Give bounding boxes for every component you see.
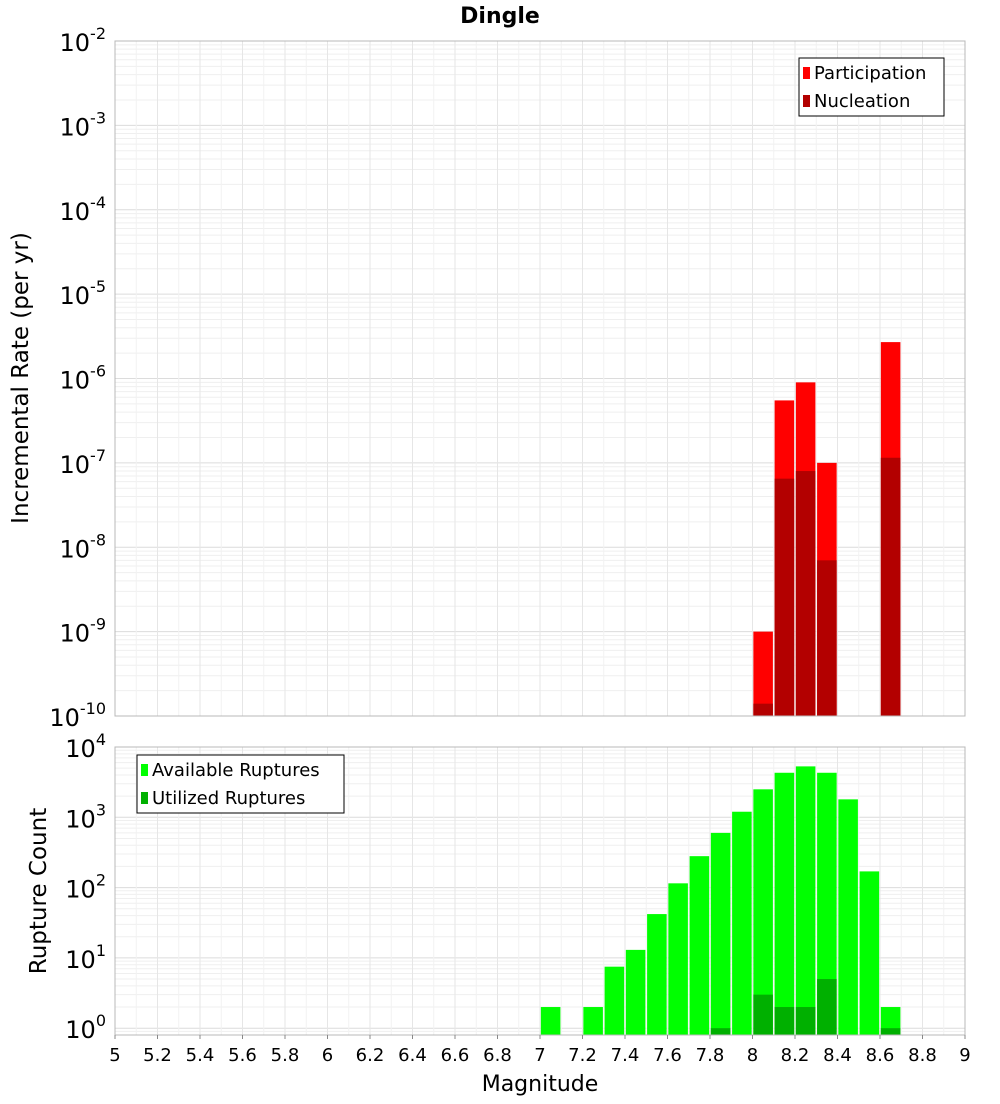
legend-box bbox=[136, 754, 345, 814]
bar-secondary bbox=[774, 1007, 795, 1035]
y-tick-label: 10-4 bbox=[60, 193, 107, 226]
x-tick-label: 6.2 bbox=[356, 1045, 385, 1066]
bar-primary bbox=[689, 856, 710, 1035]
y-axis-label: Rupture Count bbox=[26, 808, 52, 974]
y-tick-label: 10-3 bbox=[60, 108, 107, 141]
x-tick-label: 8.4 bbox=[823, 1045, 852, 1066]
bar-primary bbox=[817, 772, 837, 1035]
y-tick-label: 10-5 bbox=[60, 277, 107, 310]
bar-secondary bbox=[880, 1028, 901, 1035]
legend-swatch bbox=[141, 792, 148, 804]
y-tick-label: 10-6 bbox=[60, 362, 107, 395]
x-tick-label: 8.6 bbox=[866, 1045, 895, 1066]
y-axis-label: Incremental Rate (per yr) bbox=[8, 232, 34, 524]
bar-primary bbox=[774, 772, 795, 1035]
y-tick-label: 10-10 bbox=[49, 699, 106, 732]
bar-secondary bbox=[817, 560, 837, 716]
x-tick-label: 6 bbox=[322, 1045, 333, 1066]
bar-primary bbox=[753, 789, 773, 1035]
y-tick-label: 104 bbox=[65, 730, 106, 763]
bar-primary bbox=[668, 883, 688, 1035]
bar-primary bbox=[859, 871, 880, 1035]
plot-border bbox=[114, 40, 966, 717]
bar-primary bbox=[604, 966, 625, 1035]
chart-title: Dingle bbox=[460, 4, 540, 29]
legend-swatch bbox=[803, 67, 810, 79]
x-tick-label: 7.6 bbox=[653, 1045, 682, 1066]
x-tick-label: 6.8 bbox=[483, 1045, 512, 1066]
bar-primary bbox=[838, 799, 858, 1035]
bar-primary bbox=[732, 811, 752, 1035]
bar-primary bbox=[647, 914, 667, 1035]
y-tick-label: 10-7 bbox=[60, 446, 107, 479]
bar-secondary bbox=[774, 478, 795, 716]
bar-secondary bbox=[817, 979, 837, 1035]
x-tick-label: 7.8 bbox=[696, 1045, 725, 1066]
x-tick-label: 8 bbox=[747, 1045, 758, 1066]
legend-label: Available Ruptures bbox=[152, 760, 320, 781]
bar-primary bbox=[880, 1007, 901, 1035]
legend-swatch bbox=[803, 95, 810, 107]
y-tick-label: 102 bbox=[65, 871, 106, 904]
y-tick-label: 101 bbox=[65, 941, 106, 974]
x-tick-label: 6.4 bbox=[398, 1045, 427, 1066]
x-axis-label: Magnitude bbox=[482, 1072, 599, 1097]
x-tick-label: 7 bbox=[534, 1045, 545, 1066]
x-tick-label: 5 bbox=[109, 1045, 120, 1066]
bar-secondary bbox=[880, 457, 901, 716]
x-tick-label: 6.6 bbox=[441, 1045, 470, 1066]
bar-secondary bbox=[710, 1028, 731, 1035]
bar-primary bbox=[753, 631, 773, 716]
bar-secondary bbox=[795, 471, 816, 716]
legend-swatch bbox=[141, 764, 148, 776]
x-tick-label: 7.2 bbox=[568, 1045, 597, 1066]
bar-secondary bbox=[753, 994, 773, 1035]
x-tick-label: 5.8 bbox=[271, 1045, 300, 1066]
bar-secondary bbox=[753, 703, 773, 716]
bar-primary bbox=[710, 832, 731, 1035]
bar-secondary bbox=[795, 1007, 816, 1035]
y-tick-label: 10-8 bbox=[60, 530, 107, 563]
legend-label: Participation bbox=[814, 63, 926, 84]
x-tick-label: 5.4 bbox=[186, 1045, 215, 1066]
bar-primary bbox=[625, 949, 646, 1035]
x-tick-label: 8.2 bbox=[781, 1045, 810, 1066]
x-tick-label: 5.6 bbox=[228, 1045, 257, 1066]
bar-primary bbox=[540, 1007, 561, 1035]
x-tick-label: 7.4 bbox=[611, 1045, 640, 1066]
y-tick-label: 10-9 bbox=[60, 615, 107, 648]
y-tick-label: 103 bbox=[65, 800, 106, 833]
bar-primary bbox=[583, 1007, 603, 1035]
y-tick-label: 100 bbox=[65, 1011, 106, 1044]
legend-label: Nucleation bbox=[814, 91, 910, 112]
x-tick-label: 8.8 bbox=[908, 1045, 937, 1066]
legend-label: Utilized Ruptures bbox=[152, 788, 305, 809]
x-tick-label: 5.2 bbox=[143, 1045, 172, 1066]
x-tick-label: 9 bbox=[959, 1045, 970, 1066]
y-tick-label: 10-2 bbox=[60, 24, 107, 57]
legend-box bbox=[798, 57, 945, 117]
bar-primary bbox=[795, 766, 816, 1035]
